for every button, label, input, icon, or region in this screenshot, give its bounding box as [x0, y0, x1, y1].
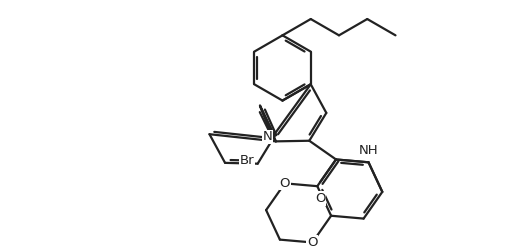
- Text: O: O: [315, 192, 325, 205]
- Text: O: O: [280, 177, 290, 190]
- Text: O: O: [307, 236, 318, 249]
- Text: N: N: [263, 130, 272, 143]
- Text: NH: NH: [359, 144, 378, 157]
- Text: Br: Br: [240, 154, 254, 168]
